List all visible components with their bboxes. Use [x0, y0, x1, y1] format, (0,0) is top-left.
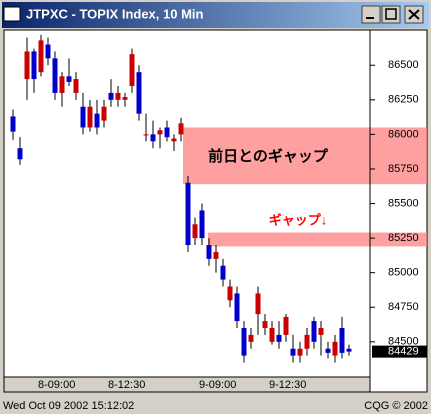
- window-title: JTPXC - TOPIX Index, 10 Min: [26, 6, 204, 21]
- last-value-box: [372, 345, 427, 358]
- title-bar: [2, 2, 429, 28]
- y-tick-label: 84750: [388, 301, 419, 313]
- y-tick-label: 86000: [388, 128, 419, 140]
- candle-body: [255, 293, 261, 315]
- y-tick-label: 86500: [388, 59, 419, 71]
- x-tick-label: 8-12:30: [108, 379, 145, 391]
- candle-body: [101, 106, 107, 121]
- candle-body: [213, 251, 219, 259]
- candle-body: [318, 327, 324, 335]
- candle-body: [304, 334, 310, 349]
- candle-body: [311, 321, 317, 342]
- candle-body: [66, 76, 72, 82]
- candle-body: [80, 106, 86, 128]
- x-tick-label: 8-09:00: [38, 379, 75, 391]
- candle-body: [157, 130, 163, 135]
- candle-body: [10, 116, 16, 132]
- y-tick-label: 86250: [388, 94, 419, 106]
- status-copyright: CQG © 2002: [364, 400, 428, 412]
- candle-body: [276, 334, 282, 342]
- candle-body: [241, 327, 247, 356]
- candle-body: [339, 327, 345, 353]
- candle-body: [31, 51, 37, 80]
- candle-body: [129, 54, 135, 87]
- candle-body: [122, 97, 128, 100]
- candle-body: [227, 286, 233, 301]
- candle-body: [185, 182, 191, 246]
- candle-body: [59, 76, 65, 93]
- candle-body: [52, 58, 58, 93]
- y-tick-label: 85750: [388, 163, 419, 175]
- candle-body: [150, 134, 156, 142]
- candle-body: [234, 293, 240, 322]
- window-buttons[interactable]: [361, 5, 424, 24]
- candle-body: [164, 127, 170, 138]
- candle-body: [94, 113, 100, 128]
- chart-area: [3, 29, 428, 393]
- candle-body: [248, 334, 254, 342]
- candle-body: [171, 138, 177, 142]
- gap-band: [208, 232, 427, 247]
- candle-body: [262, 321, 268, 328]
- gap-band: [183, 127, 427, 185]
- candle-body: [283, 316, 289, 335]
- candle-body: [206, 245, 212, 259]
- y-tick-label: 85500: [388, 197, 419, 209]
- candle-body: [346, 348, 352, 352]
- close-icon: [408, 9, 420, 20]
- candle-body: [143, 134, 149, 136]
- candle-body: [220, 265, 226, 280]
- candle-body: [297, 348, 303, 356]
- candle-body: [45, 44, 51, 59]
- x-tick-label: 9-12:30: [269, 379, 306, 391]
- candle-body: [136, 72, 142, 114]
- app-icon: [3, 6, 21, 22]
- candle-body: [73, 79, 79, 93]
- candle-body: [192, 224, 198, 239]
- candle-body: [290, 348, 296, 356]
- candle-body: [38, 40, 44, 73]
- candle-body: [332, 341, 338, 356]
- status-time: Wed Oct 09 2002 15:12:02: [3, 400, 134, 412]
- minimize-button[interactable]: [361, 5, 381, 24]
- candle-body: [87, 106, 93, 128]
- y-tick-label: 85250: [388, 232, 419, 244]
- gap-label: ギャップ↓: [269, 212, 328, 227]
- candle-body: [24, 51, 30, 80]
- candle-body: [269, 327, 275, 342]
- x-axis-strip: [3, 376, 371, 393]
- last-value-label: 84429: [388, 346, 419, 358]
- candle-body: [325, 348, 331, 353]
- y-tick-label: 84500: [388, 336, 419, 348]
- candle-body: [108, 92, 114, 100]
- candle-body: [17, 148, 23, 160]
- candle-body: [178, 123, 184, 135]
- status-bar: [2, 396, 429, 413]
- gap-label: 前日とのギャップ: [208, 147, 329, 165]
- maximize-icon: [385, 8, 397, 20]
- x-tick-label: 9-09:00: [199, 379, 236, 391]
- candle-body: [199, 210, 205, 239]
- candle-body: [115, 92, 121, 100]
- y-tick-label: 85000: [388, 267, 419, 279]
